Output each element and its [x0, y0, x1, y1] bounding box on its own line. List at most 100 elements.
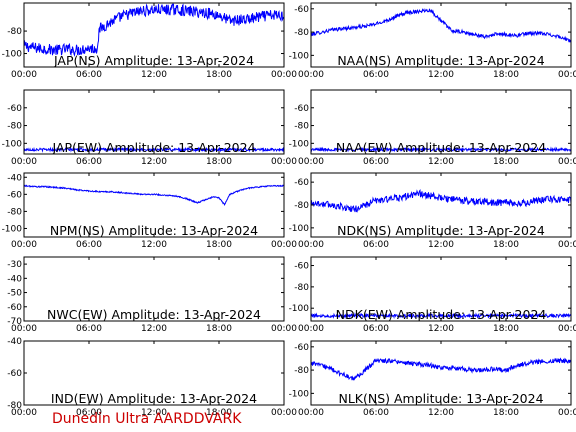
y-tick-label: -80 [294, 201, 309, 211]
panel-7: 00:00 06:00 12:00 18:00 00:00 -30 -40 -50 -60 -70… [7, 256, 297, 334]
x-tick-label: 12:00 [141, 157, 167, 167]
panel-title: NLK(NS) Amplitude: 13-Apr-2024 [338, 391, 543, 406]
panel-3: 00:00 06:00 12:00 18:00 00:00 -60 -80 -100 JAP(E… [2, 89, 297, 167]
x-tick-label: 00:00 [271, 324, 297, 334]
y-tick-label: -80 [294, 366, 309, 376]
panel-8: 00:00 06:00 12:00 18:00 00:00 -60 -80 -100 NDK(E… [289, 256, 576, 334]
y-tick-label: -100 [289, 389, 310, 399]
x-tick-label: 06:00 [363, 408, 389, 418]
series-line [311, 357, 571, 381]
panel-title: JAP(NS) Amplitude: 13-Apr-2024 [53, 53, 254, 68]
x-tick-label: 00:00 [271, 70, 297, 80]
panel-10: 00:00 06:00 12:00 18:00 00:00 -60 -80 -100 NLK(N… [289, 340, 576, 418]
y-tick-label: -80 [294, 122, 309, 132]
x-tick-label: 00:00 [11, 240, 37, 250]
panel-title: JAP(EW) Amplitude: 13-Apr-2024 [51, 140, 255, 155]
y-tick-label: -100 [289, 51, 310, 61]
y-tick-label: -80 [7, 207, 22, 217]
y-tick-label: -60 [7, 369, 22, 379]
y-tick-label: -60 [7, 303, 22, 313]
x-tick-label: 00:00 [11, 157, 37, 167]
panel-title: NPM(NS) Amplitude: 13-Apr-2024 [50, 223, 258, 238]
y-tick-label: -40 [7, 337, 22, 347]
x-tick-label: 12:00 [428, 157, 454, 167]
y-tick-label: -60 [294, 5, 309, 15]
y-tick-label: -60 [7, 104, 22, 114]
panel-title: IND(EW) Amplitude: 13-Apr-2024 [51, 391, 257, 406]
x-tick-label: 00:00 [558, 70, 576, 80]
y-tick-label: -60 [7, 190, 22, 200]
x-tick-label: 12:00 [428, 70, 454, 80]
x-tick-label: 18:00 [493, 324, 519, 334]
x-tick-label: 06:00 [363, 240, 389, 250]
x-tick-label: 18:00 [493, 157, 519, 167]
x-tick-label: 06:00 [363, 324, 389, 334]
x-tick-label: 12:00 [141, 70, 167, 80]
x-tick-label: 18:00 [493, 408, 519, 418]
x-tick-label: 00:00 [11, 324, 37, 334]
x-tick-label: 18:00 [493, 240, 519, 250]
series-line [24, 3, 284, 57]
panel-2: 00:00 06:00 12:00 18:00 00:00 -60 -80 -100 NAA(N… [289, 2, 576, 80]
x-tick-label: 06:00 [76, 240, 102, 250]
x-tick-label: 00:00 [11, 408, 37, 418]
x-tick-label: 00:00 [11, 70, 37, 80]
x-tick-label: 00:00 [298, 324, 324, 334]
series-line [24, 146, 284, 153]
x-tick-label: 12:00 [141, 408, 167, 418]
y-tick-label: -100 [2, 224, 23, 234]
panel-9: 00:00 06:00 12:00 18:00 00:00 -40 -60 -80 IND(EW… [7, 337, 297, 418]
series-group [24, 184, 284, 206]
x-tick-label: 00:00 [558, 240, 576, 250]
panel-6: 00:00 06:00 12:00 18:00 00:00 -60 -80 -100 NDK(N… [289, 172, 576, 250]
y-tick-label: -80 [7, 122, 22, 132]
y-tick-label: -60 [294, 104, 309, 114]
x-tick-label: 06:00 [76, 157, 102, 167]
x-tick-label: 18:00 [206, 240, 232, 250]
series-group [311, 188, 571, 213]
panel-title: NAA(NS) Amplitude: 13-Apr-2024 [337, 53, 544, 68]
panel-5: 00:00 06:00 12:00 18:00 00:00 -40 -60 -80 -100 NP… [2, 172, 297, 250]
x-tick-label: 18:00 [493, 70, 519, 80]
x-tick-label: 06:00 [76, 324, 102, 334]
y-tick-label: -60 [294, 262, 309, 272]
series-line [311, 146, 571, 153]
x-tick-label: 00:00 [271, 408, 297, 418]
series-line [311, 8, 571, 43]
x-tick-label: 00:00 [298, 408, 324, 418]
y-tick-label: -60 [294, 343, 309, 353]
x-tick-label: 12:00 [428, 408, 454, 418]
y-tick-label: -100 [2, 139, 23, 149]
x-tick-label: 06:00 [363, 70, 389, 80]
x-tick-label: 00:00 [558, 157, 576, 167]
y-tick-label: -40 [7, 173, 22, 183]
x-tick-label: 12:00 [428, 324, 454, 334]
x-tick-label: 18:00 [206, 70, 232, 80]
y-tick-label: -50 [7, 289, 22, 299]
y-tick-label: -30 [7, 260, 22, 270]
series-group [311, 8, 571, 43]
y-tick-label: -80 [7, 401, 22, 411]
x-tick-label: 00:00 [298, 240, 324, 250]
y-tick-label: -70 [7, 317, 22, 327]
panel-4: 00:00 06:00 12:00 18:00 00:00 -60 -80 -100 NAA(E… [289, 89, 576, 167]
y-tick-label: -80 [294, 283, 309, 293]
x-tick-label: 00:00 [271, 157, 297, 167]
series-group [24, 146, 284, 153]
series-line [311, 312, 571, 320]
series-line [311, 188, 571, 213]
panel-title: NDK(NS) Amplitude: 13-Apr-2024 [337, 223, 545, 238]
x-tick-label: 06:00 [76, 408, 102, 418]
x-tick-label: 00:00 [558, 408, 576, 418]
x-tick-label: 18:00 [206, 324, 232, 334]
y-tick-label: -100 [289, 139, 310, 149]
x-tick-label: 06:00 [76, 70, 102, 80]
y-tick-label: -60 [294, 178, 309, 188]
series-group [311, 312, 571, 320]
x-tick-label: 12:00 [428, 240, 454, 250]
panel-1: 00:00 06:00 12:00 18:00 00:00 -80 -100 JAP(NS) … [2, 2, 297, 80]
y-tick-label: -80 [7, 27, 22, 37]
series-group [24, 3, 284, 57]
x-tick-label: 00:00 [298, 70, 324, 80]
